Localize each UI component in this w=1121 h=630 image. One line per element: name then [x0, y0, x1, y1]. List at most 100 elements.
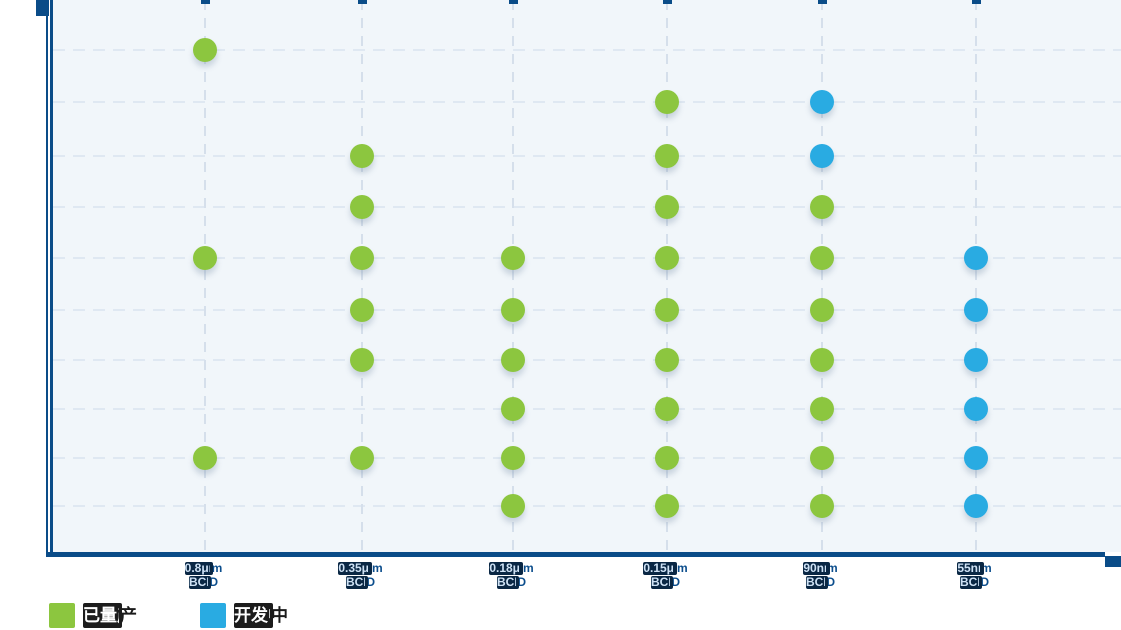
x-axis-label-node: 55nm: [957, 562, 992, 575]
x-axis-label-node: 0.8μm: [184, 562, 222, 575]
data-point-production: [501, 446, 525, 470]
x-axis-label-process: BCD: [806, 576, 835, 589]
gridline-horizontal: [53, 408, 1121, 410]
data-point-development: [964, 348, 988, 372]
data-point-production: [655, 246, 679, 270]
legend-item-production: 已量产: [49, 603, 137, 628]
x-axis-label-node: 0.35μm: [338, 562, 383, 575]
gridline-horizontal: [53, 206, 1121, 208]
legend-label-development: 开发中: [234, 603, 288, 628]
data-point-production: [350, 195, 374, 219]
x-axis-label-process: BCD: [189, 576, 218, 589]
gridline-vertical: [512, 0, 514, 552]
data-point-production: [350, 298, 374, 322]
y-axis-label: 7V: [0, 532, 42, 551]
data-point-production: [810, 246, 834, 270]
data-point-development: [810, 144, 834, 168]
gridline-horizontal: [53, 155, 1121, 157]
y-axis-label: 60V: [0, 184, 42, 203]
data-point-development: [964, 298, 988, 322]
x-axis-label-process: BCD: [346, 576, 375, 589]
gridline-vertical: [666, 0, 668, 552]
data-point-production: [810, 446, 834, 470]
data-point-production: [193, 446, 217, 470]
gridline-vertical: [821, 0, 823, 552]
x-axis-line: [46, 552, 1105, 557]
data-point-development: [964, 446, 988, 470]
data-point-production: [655, 144, 679, 168]
data-point-development: [810, 90, 834, 114]
axis-tick: [972, 0, 981, 4]
data-point-production: [810, 494, 834, 518]
x-axis-label-node: 0.18μm: [489, 562, 534, 575]
data-point-production: [501, 348, 525, 372]
gridline-vertical: [975, 0, 977, 552]
x-axis-label-process: BCD: [651, 576, 680, 589]
data-point-production: [810, 298, 834, 322]
data-point-development: [964, 494, 988, 518]
data-point-production: [193, 246, 217, 270]
data-point-production: [655, 494, 679, 518]
data-point-production: [655, 397, 679, 421]
gridline-horizontal: [53, 505, 1121, 507]
data-point-production: [350, 144, 374, 168]
gridline-horizontal: [53, 257, 1121, 259]
data-point-production: [810, 348, 834, 372]
gridline-horizontal: [53, 359, 1121, 361]
data-point-production: [501, 298, 525, 322]
axis-tick: [509, 0, 518, 4]
y-axis-label: 40V: [0, 254, 42, 273]
data-point-production: [655, 90, 679, 114]
gridline-vertical: [204, 0, 206, 552]
x-axis-label-node: 0.15μm: [643, 562, 688, 575]
y-axis-label: 700V: [0, 40, 42, 59]
y-axis-label: 30V: [0, 324, 42, 343]
data-point-production: [655, 446, 679, 470]
y-axis-end-cap: [36, 0, 49, 16]
plot-area: [53, 0, 1121, 552]
data-point-production: [193, 38, 217, 62]
gridline-vertical: [361, 0, 363, 552]
y-axis-label: 20V: [0, 395, 42, 414]
gridline-horizontal: [53, 101, 1121, 103]
data-point-development: [964, 246, 988, 270]
data-point-production: [501, 494, 525, 518]
axis-tick: [201, 0, 210, 4]
gridline-horizontal: [53, 457, 1121, 459]
x-axis-end-cap: [1105, 556, 1121, 567]
data-point-production: [501, 397, 525, 421]
data-point-production: [501, 246, 525, 270]
data-point-production: [350, 246, 374, 270]
data-point-production: [810, 195, 834, 219]
gridline-horizontal: [53, 49, 1121, 51]
legend-item-development: 开发中: [200, 603, 288, 628]
data-point-production: [810, 397, 834, 421]
legend-swatch-production: [49, 603, 75, 628]
data-point-development: [964, 397, 988, 421]
y-axis-label: 5V: [0, 600, 42, 619]
data-point-production: [655, 348, 679, 372]
data-point-production: [655, 298, 679, 322]
x-axis-label-process: BCD: [497, 576, 526, 589]
y-axis-line: [50, 0, 53, 557]
data-point-production: [655, 195, 679, 219]
x-axis-label-node: 90nm: [803, 562, 838, 575]
axis-tick: [818, 0, 827, 4]
data-point-production: [350, 348, 374, 372]
legend-label-production: 已量产: [83, 603, 137, 628]
legend-swatch-development: [200, 603, 226, 628]
axis-tick: [663, 0, 672, 4]
y-axis-line-inner: [46, 0, 48, 557]
x-axis-label-process: BCD: [960, 576, 989, 589]
axis-tick: [358, 0, 367, 4]
y-axis-label: 120V: [0, 111, 42, 130]
y-axis-label: 12V: [0, 464, 42, 483]
data-point-production: [350, 446, 374, 470]
